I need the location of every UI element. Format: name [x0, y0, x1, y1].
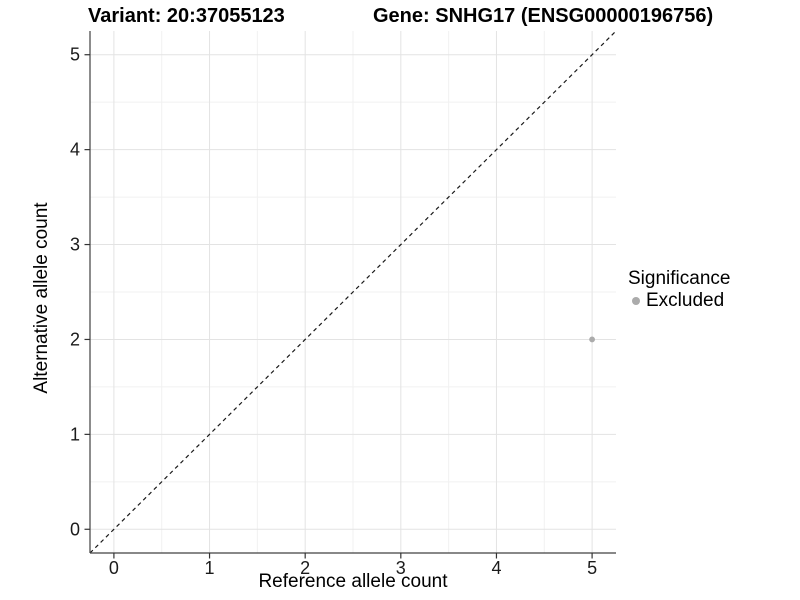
legend-entry-label: Excluded — [646, 290, 725, 311]
legend: Significance Excluded — [628, 268, 730, 312]
svg-text:2: 2 — [300, 558, 310, 578]
svg-text:1: 1 — [205, 558, 215, 578]
svg-text:4: 4 — [70, 140, 80, 160]
identity-line — [89, 30, 617, 554]
x-axis-label: Reference allele count — [258, 571, 448, 592]
svg-text:3: 3 — [396, 558, 406, 578]
gridlines-major — [90, 31, 616, 553]
svg-text:3: 3 — [70, 235, 80, 255]
svg-text:5: 5 — [70, 45, 80, 65]
legend-title: Significance — [628, 268, 731, 289]
svg-text:1: 1 — [70, 424, 80, 444]
svg-text:4: 4 — [491, 558, 501, 578]
y-axis-label: Alternative allele count — [31, 202, 52, 394]
legend-entry-excluded: Excluded — [628, 290, 730, 312]
gridlines-minor — [90, 31, 616, 553]
svg-text:0: 0 — [70, 519, 80, 539]
svg-text:2: 2 — [70, 329, 80, 349]
axis-lines — [89, 31, 616, 554]
svg-text:5: 5 — [587, 558, 597, 578]
svg-text:0: 0 — [109, 558, 119, 578]
tick-labels: 0 1 2 3 4 5 0 1 2 3 4 5 — [70, 45, 597, 578]
tick-marks — [84, 54, 593, 559]
gene-title: Gene: SNHG17 (ENSG00000196756) — [373, 5, 714, 27]
excluded-point-icon — [632, 297, 640, 305]
variant-title: Variant: 20:37055123 — [88, 5, 285, 27]
data-point — [589, 336, 595, 343]
